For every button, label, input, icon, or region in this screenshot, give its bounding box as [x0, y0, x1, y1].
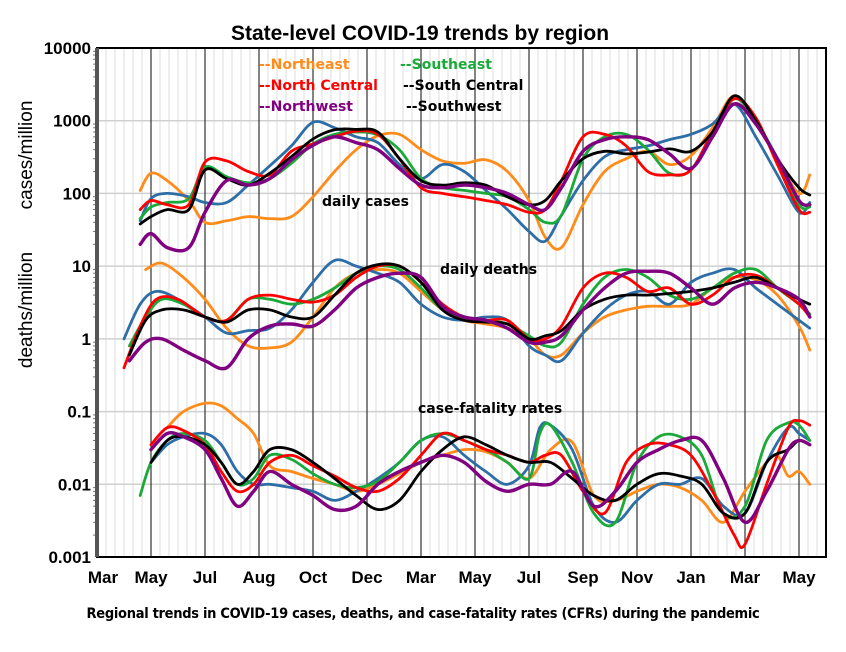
annotation-daily-cases: daily cases — [322, 194, 409, 210]
series-layer — [122, 94, 812, 550]
series-line-south-central-daily-deaths — [128, 262, 812, 357]
y-axis-label-cases: cases/million — [16, 101, 37, 210]
x-tick-label: Oct — [299, 568, 328, 587]
annotation-cfr: case-fatality rates — [418, 401, 562, 417]
x-tick-label: Jul — [193, 568, 218, 587]
x-tick-label: Nov — [621, 568, 654, 587]
y-tick-label: 100 — [63, 184, 91, 203]
figure-caption: Regional trends in COVID-19 cases, death… — [86, 606, 760, 622]
series-line-northwest-daily-deaths — [127, 269, 812, 371]
series-line-northwest-case-fatality-rates — [149, 431, 812, 524]
y-axis-label-deaths: deaths/million — [16, 252, 37, 368]
series-line-south-central-case-fatality-rates — [149, 435, 812, 520]
y-tick-label: 1 — [82, 330, 91, 349]
chart-title: State-level COVID-19 trends by region — [231, 22, 609, 45]
series-line-southwest-daily-cases — [138, 102, 812, 244]
y-tick-label: 10 — [72, 257, 91, 276]
legend: --Northeast --Southeast --North Central --S… — [259, 57, 523, 115]
x-tick-label: Jul — [517, 568, 542, 587]
legend-entry-northwest: --Northwest — [259, 99, 353, 115]
x-tick-label: Mar — [406, 568, 437, 587]
legend-entry-southwest: --Southwest — [406, 99, 502, 115]
x-tick-label: May — [458, 568, 492, 587]
x-tick-label: May — [134, 568, 168, 587]
x-tick-label: Aug — [242, 568, 275, 587]
x-tick-label: Dec — [351, 568, 382, 587]
y-tick-label: 0.1 — [67, 403, 91, 422]
y-tick-label: 10000 — [44, 39, 91, 58]
y-tick-label: 0.001 — [48, 548, 91, 567]
annotation-daily-deaths: daily deaths — [440, 262, 537, 278]
x-tick-label: Sep — [567, 568, 598, 587]
x-tick-label: May — [782, 568, 816, 587]
x-tick-label: Mar — [730, 568, 761, 587]
series-line-northwest-daily-cases — [138, 102, 812, 253]
x-tick-label: Jan — [676, 568, 705, 587]
legend-entry-southeast: --Southeast — [400, 57, 492, 73]
x-tick-labels: Mar May Jul Aug Oct Dec Mar May Jul Sep Nov Jan Mar M… — [88, 568, 816, 587]
x-tick-label: Mar — [88, 568, 119, 587]
y-tick-labels: 10000 1000 100 10 1 0.1 0.01 0.001 — [44, 39, 91, 567]
legend-entry-northeast: --Northeast — [259, 57, 350, 73]
y-tick-label: 0.01 — [58, 475, 91, 494]
y-tick-label: 1000 — [53, 112, 91, 131]
legend-entry-south-central: --South Central — [403, 78, 523, 94]
legend-entry-north-central: --North Central — [259, 78, 378, 94]
